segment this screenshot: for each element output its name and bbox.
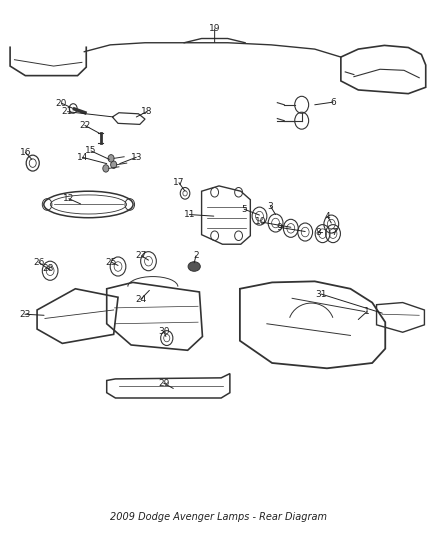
Text: 12: 12 — [63, 194, 74, 203]
Text: 23: 23 — [19, 310, 31, 319]
Text: 6: 6 — [330, 98, 336, 107]
Text: 29: 29 — [158, 378, 170, 387]
Text: 7: 7 — [332, 228, 337, 237]
Text: 17: 17 — [173, 178, 185, 187]
Text: 20: 20 — [56, 99, 67, 108]
Text: 30: 30 — [158, 327, 170, 336]
Text: 10: 10 — [255, 217, 267, 227]
Text: 4: 4 — [325, 212, 331, 221]
Text: 2009 Dodge Avenger Lamps - Rear Diagram: 2009 Dodge Avenger Lamps - Rear Diagram — [110, 512, 328, 522]
Text: 14: 14 — [77, 153, 88, 162]
Text: 16: 16 — [20, 148, 31, 157]
Text: 22: 22 — [79, 121, 91, 130]
Circle shape — [108, 155, 114, 162]
Text: 25: 25 — [106, 258, 117, 266]
Text: 28: 28 — [43, 264, 54, 272]
Text: 3: 3 — [268, 201, 273, 211]
Text: 19: 19 — [209, 25, 220, 34]
Circle shape — [103, 165, 109, 172]
Text: 11: 11 — [184, 210, 195, 219]
Text: 24: 24 — [135, 295, 146, 304]
Text: 9: 9 — [276, 223, 282, 232]
Text: 15: 15 — [85, 147, 97, 156]
Text: 13: 13 — [131, 153, 142, 162]
Text: 26: 26 — [33, 258, 45, 266]
Text: 21: 21 — [62, 107, 73, 116]
Text: 18: 18 — [141, 107, 152, 116]
Ellipse shape — [188, 262, 200, 271]
Text: 8: 8 — [315, 228, 321, 237]
Text: 5: 5 — [241, 205, 247, 214]
Circle shape — [111, 161, 117, 168]
Text: 2: 2 — [193, 252, 199, 261]
Text: 1: 1 — [364, 307, 370, 316]
Text: 27: 27 — [136, 252, 147, 261]
Text: 31: 31 — [315, 289, 327, 298]
